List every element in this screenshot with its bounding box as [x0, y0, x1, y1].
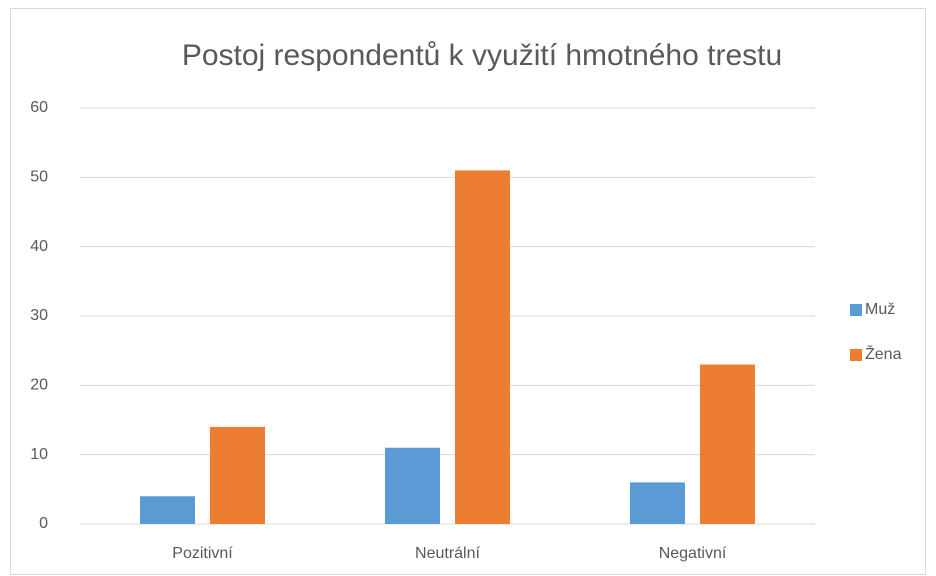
bar: [700, 364, 755, 524]
x-tick-label: Pozitivní: [172, 545, 233, 562]
bar: [455, 170, 510, 524]
bar: [140, 496, 195, 524]
chart-title: Postoj respondentů k využití hmotného tr…: [182, 39, 782, 72]
x-tick-label: Neutrální: [415, 545, 480, 562]
bar: [385, 447, 440, 524]
y-tick-label: 60: [30, 99, 48, 116]
y-tick-label: 10: [30, 446, 48, 463]
legend-label: Žena: [865, 344, 902, 363]
y-tick-label: 0: [39, 515, 48, 532]
legend-label: Muž: [865, 301, 895, 318]
y-tick-label: 40: [30, 238, 48, 255]
y-tick-label: 50: [30, 169, 48, 186]
legend-swatch: [850, 349, 862, 361]
bar: [210, 426, 265, 524]
x-tick-label: Negativní: [659, 545, 727, 562]
y-tick-label: 30: [30, 307, 48, 324]
legend-swatch: [850, 304, 862, 316]
bar: [630, 482, 685, 524]
y-tick-label: 20: [30, 377, 48, 394]
